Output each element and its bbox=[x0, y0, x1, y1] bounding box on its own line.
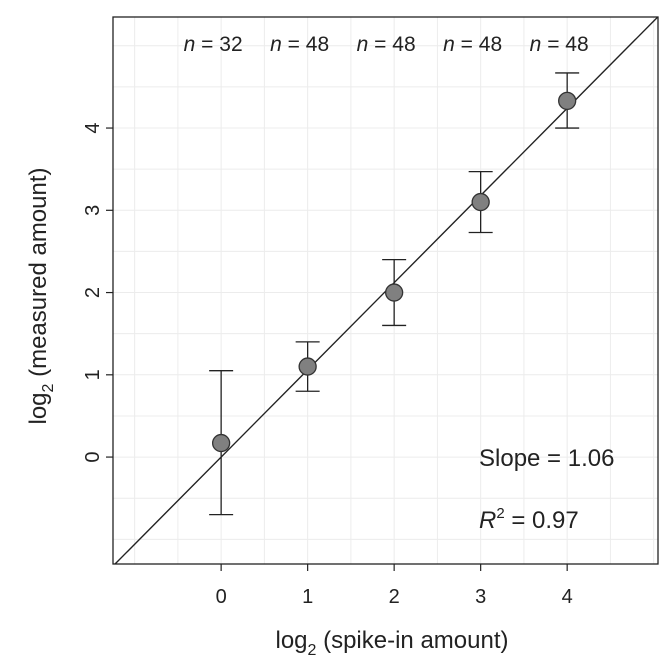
data-point bbox=[385, 283, 404, 302]
x-axis-ticks: 0 1 2 3 4 bbox=[216, 564, 573, 608]
data-points bbox=[211, 91, 577, 453]
x-tick-label: 0 bbox=[216, 586, 227, 608]
y-axis-title: log2 (measured amount) bbox=[25, 167, 57, 424]
sample-size-label: n = 48 bbox=[270, 33, 329, 56]
sample-size-label: n = 48 bbox=[443, 33, 502, 56]
y-tick-label: 3 bbox=[82, 205, 104, 216]
x-tick-label: 3 bbox=[475, 586, 486, 608]
r-squared-annotation: R2 = 0.97 bbox=[479, 505, 579, 534]
y-axis-ticks: 0 1 2 3 4 bbox=[82, 122, 113, 463]
plot-frame bbox=[112, 16, 659, 565]
sample-size-label: n = 48 bbox=[530, 33, 589, 56]
y-tick-label: 4 bbox=[82, 122, 104, 133]
data-point bbox=[298, 357, 317, 376]
sample-size-labels: n = 32 n = 48 n = 48 n = 48 n = 48 bbox=[184, 33, 589, 56]
y-tick-label: 0 bbox=[82, 452, 104, 463]
data-point bbox=[211, 433, 231, 453]
slope-annotation: Slope = 1.06 bbox=[479, 445, 614, 472]
data-point bbox=[471, 192, 490, 212]
grid-lines bbox=[113, 17, 658, 564]
x-tick-label: 4 bbox=[562, 586, 573, 608]
data-point bbox=[558, 91, 577, 111]
sample-size-label: n = 48 bbox=[357, 33, 416, 56]
x-axis-title: log2 (spike-in amount) bbox=[275, 627, 508, 656]
sample-size-label: n = 32 bbox=[184, 33, 243, 56]
y-tick-label: 1 bbox=[82, 369, 104, 380]
x-tick-label: 2 bbox=[389, 586, 400, 608]
y-tick-label: 2 bbox=[82, 287, 104, 298]
x-tick-label: 1 bbox=[302, 586, 313, 608]
